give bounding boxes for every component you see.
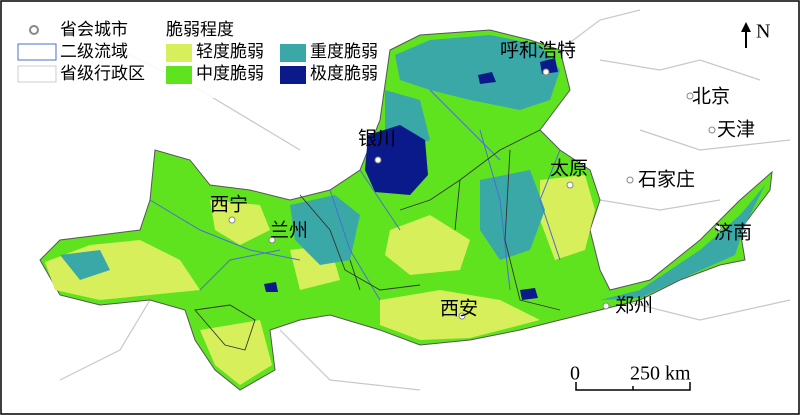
legend-label: 极度脆弱: [310, 64, 378, 83]
legend-title: 脆弱程度: [166, 20, 234, 39]
city-dot: [708, 126, 716, 134]
legend-swatch: [166, 44, 192, 62]
scale-bar: 0 250 km: [570, 363, 691, 391]
city-label: 太原: [550, 157, 588, 179]
legend-label: 中度脆弱: [196, 64, 264, 83]
city-label: 天津: [717, 118, 755, 140]
city-dot: [542, 68, 550, 76]
fragility-area: [540, 175, 595, 260]
legend-province-icon: [17, 65, 57, 83]
fragility-area: [39, 29, 773, 391]
city-label: 郑州: [615, 294, 653, 316]
city-dot: [566, 181, 574, 189]
city-label: 西安: [440, 297, 478, 319]
legend-swatch: [166, 66, 192, 84]
fragility-area: [478, 72, 496, 84]
city-dot: [458, 312, 466, 320]
city-dot: [374, 156, 382, 164]
legend-label: 省会城市: [60, 20, 128, 39]
scale-label: 250 km: [630, 363, 691, 385]
legend-basin-icon: [17, 43, 57, 61]
city-label: 兰州: [270, 219, 308, 241]
north-label: N: [756, 21, 770, 43]
legend-swatch: [280, 44, 306, 62]
fragility-area: [264, 282, 278, 292]
legend-label: 重度脆弱: [310, 42, 378, 61]
city-label: 济南: [714, 221, 752, 243]
city-label: 石家庄: [638, 168, 695, 190]
fragility-area: [395, 35, 560, 110]
fragility-area: [365, 125, 428, 195]
province-lines: [59, 9, 791, 391]
fragility-area: [480, 170, 545, 260]
city-label: 银川: [358, 127, 396, 149]
basin-map: [39, 29, 773, 391]
city-label: 呼和浩特: [500, 39, 576, 61]
city-dot: [626, 176, 634, 184]
fragility-area: [600, 185, 765, 300]
scale-zero: 0: [570, 363, 580, 385]
north-arrow: N: [741, 21, 770, 48]
city-dot: [686, 92, 694, 100]
fragility-area: [60, 250, 110, 280]
city-dot: [268, 236, 276, 244]
fragility-area: [210, 200, 270, 245]
city-label: 北京: [692, 85, 730, 107]
city-dot: [714, 224, 722, 232]
legend-swatch: [280, 66, 306, 84]
fragility-area: [385, 215, 470, 275]
legend-city-icon: [29, 25, 39, 35]
fragility-area: [290, 195, 360, 265]
legend-label: 二级流域: [60, 42, 128, 61]
legend: 省会城市 二级流域 省级行政区 脆弱程度 轻度脆弱 中度脆弱 重度脆弱 极度脆弱: [8, 14, 378, 98]
legend-label: 省级行政区: [60, 64, 145, 83]
city-label: 西宁: [210, 193, 248, 215]
legend-label: 轻度脆弱: [196, 42, 264, 61]
fragility-area: [520, 288, 538, 300]
city-dot: [228, 216, 236, 224]
cities: 呼和浩特 北京 天津 银川 太原 石家庄 西宁 兰州 济南 西安 郑州: [210, 39, 755, 320]
city-dot: [602, 302, 610, 310]
